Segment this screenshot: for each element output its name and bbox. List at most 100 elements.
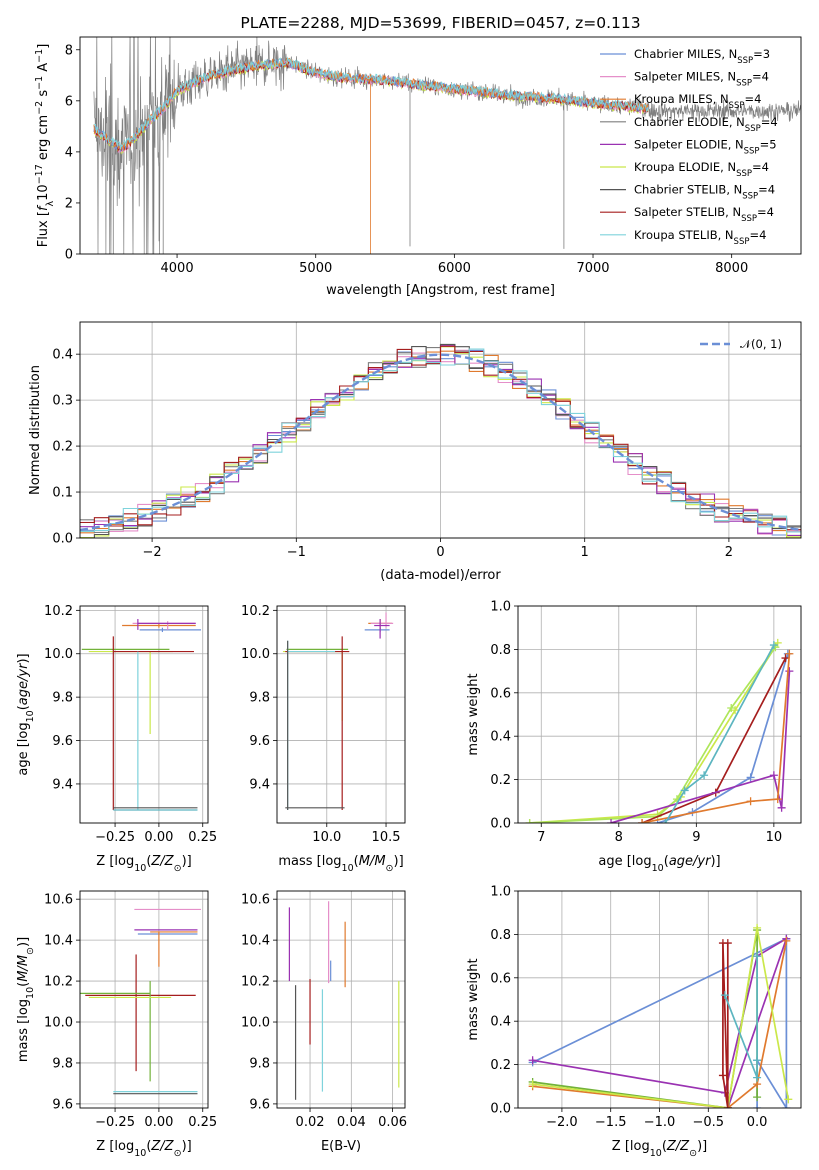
weight-series-line — [529, 642, 779, 823]
label-part: ⊙ — [386, 863, 394, 874]
legend-text: Chabrier ELODIE, N — [634, 115, 745, 129]
y-tick-label: 10.6 — [241, 893, 270, 908]
chart-title: PLATE=2288, MJD=53699, FIBERID=0457, z=0… — [240, 14, 640, 32]
x-tick-label: 5000 — [299, 261, 332, 276]
label-part: ( — [16, 982, 31, 987]
label-part: )] — [710, 854, 720, 869]
legend-label: Chabrier ELODIE, NSSP=4 — [634, 115, 778, 134]
x-axis-label: age [log10(age/yr)] — [598, 854, 720, 874]
y-tick-label: 1.0 — [490, 885, 511, 900]
x-axis-label: Z [log10(Z/Z⊙)] — [612, 1139, 707, 1159]
weight-series-line — [529, 646, 777, 823]
label-part: )] — [394, 854, 404, 869]
x-tick-label: 10.5 — [372, 830, 401, 845]
y-tick-label: 10.2 — [241, 975, 270, 990]
weight-plot-area — [528, 923, 793, 1108]
weight-point-marker — [746, 797, 755, 806]
y-tick-label: 10.2 — [44, 604, 73, 619]
model-spectrum-line — [93, 58, 649, 154]
label-part: mass [log — [16, 999, 31, 1062]
normal-reference-curve — [80, 353, 801, 532]
label-part: 10 — [652, 863, 664, 874]
weight-point-marker — [638, 819, 647, 823]
y-tick-label: 9.4 — [52, 777, 73, 792]
legend-sub: SSP — [729, 101, 745, 111]
legend-label: Salpeter STELIB, NSSP=4 — [634, 205, 774, 224]
x-tick-label: 2 — [725, 545, 733, 560]
label-part: −1 — [34, 49, 45, 63]
y-tick-label: 0.4 — [490, 1015, 511, 1030]
y-tick-label: 10.0 — [44, 1016, 73, 1031]
label-part: age [log — [598, 854, 651, 869]
x-tick-label: 0 — [436, 545, 444, 560]
weight-series-line — [532, 927, 790, 1108]
y-tick-label: 0.3 — [52, 394, 73, 409]
y-tick-label: 9.6 — [52, 734, 73, 749]
x-tick-label: 0.25 — [188, 830, 217, 845]
legend-sub: SSP — [741, 214, 757, 224]
legend-tail: =4 — [752, 70, 769, 84]
y-tick-label: 9.6 — [249, 1097, 270, 1112]
weight-vs-Z-panel: −2.0 −1.5 −1.0 −0.5 0.0 0.0 0.2 0.4 0.6 0.8 1.0 Z [… — [466, 885, 802, 1159]
label-part: Z [log — [612, 1139, 650, 1154]
weight-point-marker — [727, 703, 736, 712]
axes-frame — [79, 890, 209, 1109]
label-part: λ — [45, 200, 56, 206]
weight-point-marker — [718, 1071, 727, 1080]
legend-label: Kroupa MILES, NSSP=4 — [634, 92, 761, 111]
axes-frame — [517, 890, 802, 1109]
label-part: )] — [16, 937, 31, 947]
x-tick-label: 4000 — [161, 261, 194, 276]
weight-point-marker — [607, 819, 616, 823]
weight-series-line — [724, 956, 758, 1078]
errorbar-plot-area — [80, 908, 201, 1095]
label-part: 10 — [25, 710, 36, 722]
label-part: )] — [182, 854, 192, 869]
axes-frame — [79, 605, 209, 824]
weight-point-marker — [525, 819, 534, 823]
weight-point-marker — [723, 1104, 732, 1108]
x-tick-label: 0.00 — [144, 830, 173, 845]
model-spectrum-line — [93, 56, 649, 150]
label-part: Z [log — [96, 854, 134, 869]
label-part: A — [36, 63, 51, 76]
label-part: Flux [ — [36, 211, 51, 247]
weight-point-marker — [661, 819, 670, 823]
x-tick-label: 0.02 — [296, 1115, 325, 1130]
spectrum-plot-area — [93, 37, 801, 254]
label-part: −1 — [34, 76, 45, 90]
y-tick-label: 9.4 — [249, 777, 270, 792]
x-axis-label: Z [log10(Z/Z⊙)] — [96, 854, 191, 874]
x-tick-label: 8 — [615, 830, 623, 845]
axes-frame — [517, 605, 802, 824]
x-axis-label: wavelength [Angstrom, rest frame] — [326, 283, 555, 298]
x-tick-label: 9 — [692, 830, 700, 845]
y-tick-label: 9.8 — [249, 1056, 270, 1071]
errorbar-plot-area — [81, 619, 201, 811]
weight-point-marker — [781, 654, 790, 663]
label-part: 10 — [134, 863, 146, 874]
axes-frame — [79, 36, 802, 255]
legend-tail: =5 — [760, 137, 777, 151]
label-part: s — [36, 90, 51, 101]
y-tick-label: 10.4 — [241, 934, 270, 949]
model-spectrum-line — [93, 59, 649, 155]
y-tick-label: 9.8 — [52, 1056, 73, 1071]
residuals-panel: −2 −1 0 1 2 0.0 0.1 0.2 0.3 0.4 (data-model)/error… — [28, 321, 802, 583]
x-tick-label: 1 — [581, 545, 589, 560]
label-part: erg cm — [36, 115, 51, 164]
label-part: age/yr — [669, 854, 712, 869]
spectrum-panel: PLATE=2288, MJD=53699, FIBERID=0457, z=0… — [34, 14, 802, 298]
label-part: Z [log — [96, 1139, 134, 1154]
axes-frame — [276, 605, 406, 824]
x-tick-label: 8000 — [715, 261, 748, 276]
x-tick-label: 0.04 — [337, 1115, 366, 1130]
legend-sub: SSP — [745, 124, 761, 134]
legend-label: Kroupa ELODIE, NSSP=4 — [634, 160, 769, 179]
y-tick-label: 9.6 — [249, 734, 270, 749]
label-part: M/M — [16, 955, 31, 982]
y-tick-label: 10.0 — [241, 1016, 270, 1031]
weight-point-marker — [769, 641, 778, 650]
y-tick-label: 10.4 — [44, 934, 73, 949]
